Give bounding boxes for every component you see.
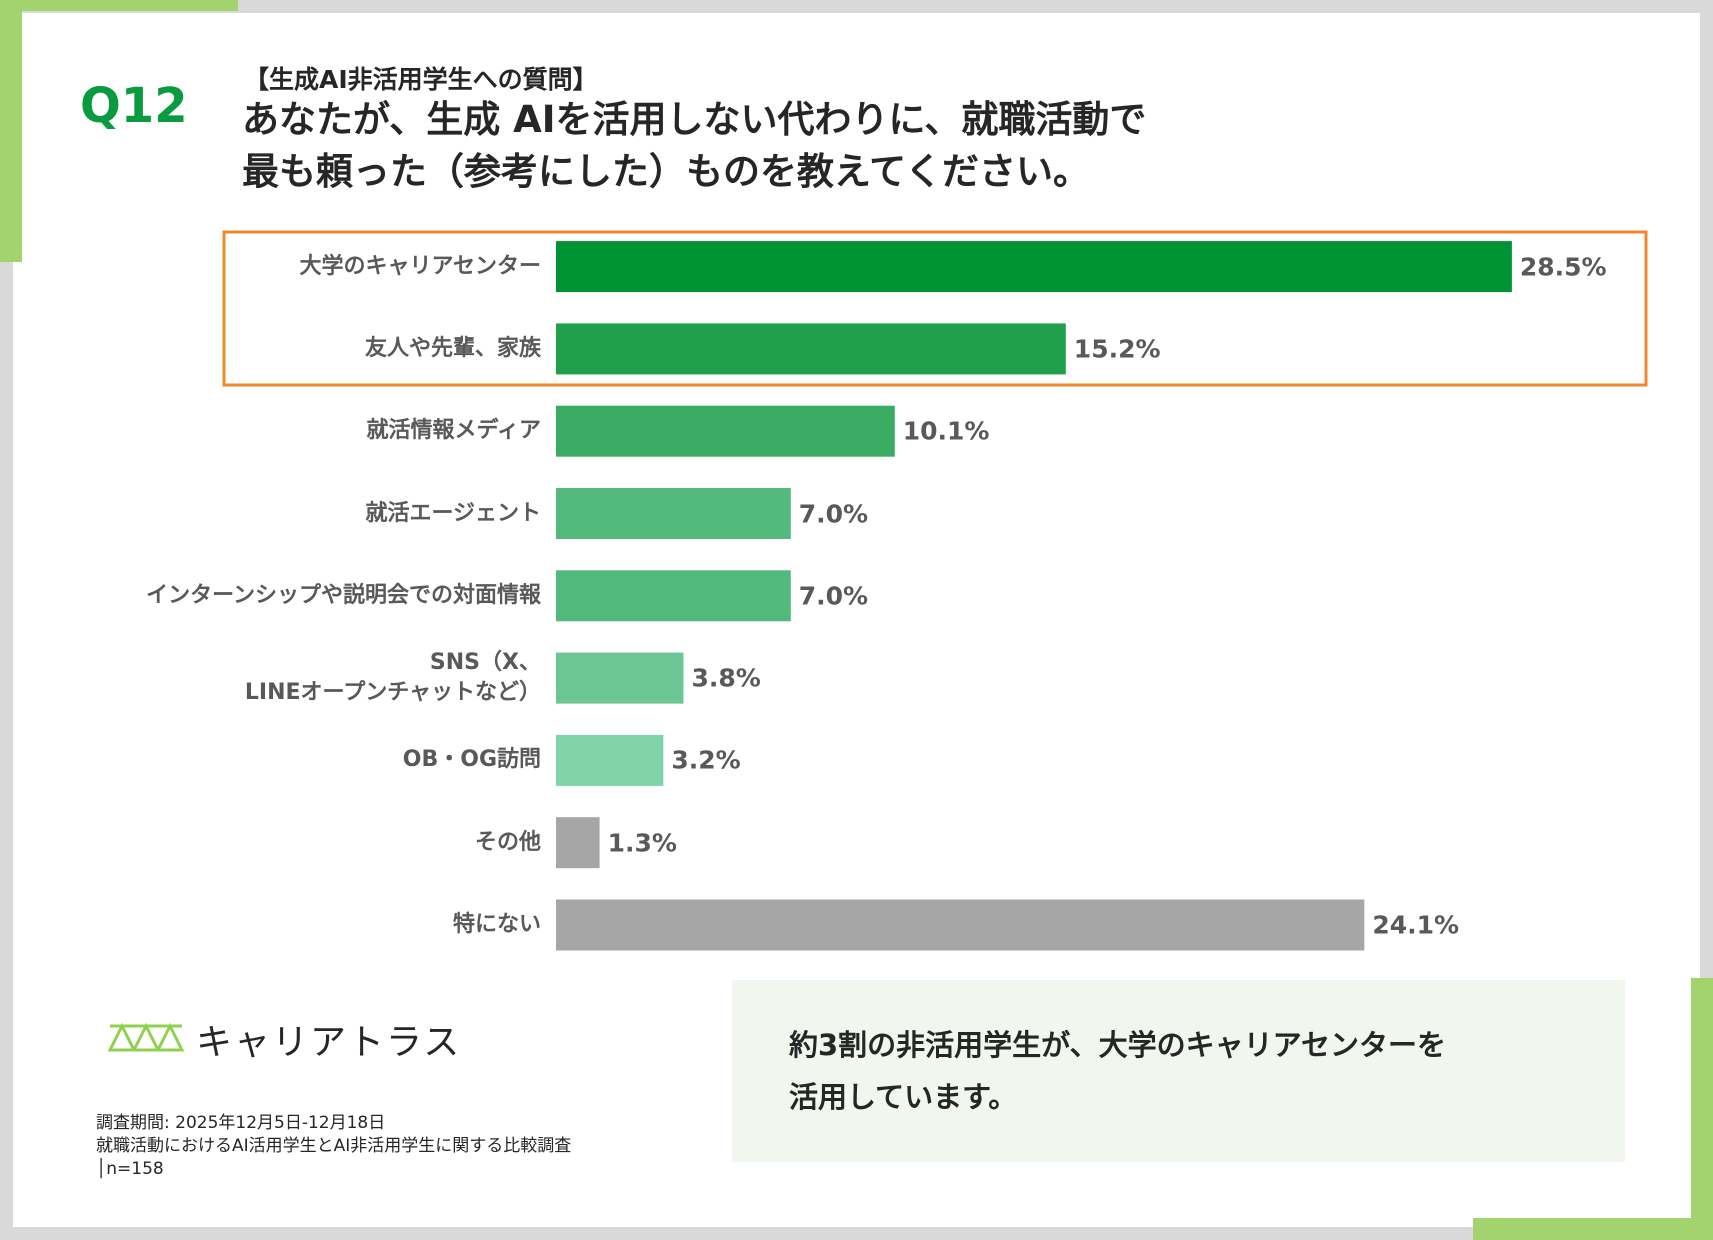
- callout-box: [732, 980, 1625, 1162]
- footnote-line: 就職活動におけるAI活用学生とAI非活用学生に関する比較調査: [96, 1136, 572, 1156]
- corner-accent: [0, 0, 22, 262]
- logo-icon: [108, 1022, 185, 1052]
- category-label: 大学のキャリアセンター: [299, 253, 541, 279]
- value-label: 24.1%: [1372, 910, 1460, 940]
- bar: [556, 323, 1066, 375]
- highlight-box: [222, 230, 1648, 387]
- value-label: 10.1%: [902, 416, 990, 446]
- footnote: 調査期間: 2025年12月5日-12月18日 就職活動におけるAI活用学生とA…: [96, 1112, 571, 1181]
- corner-accent: [1691, 978, 1713, 1240]
- logo-text: キャリアトラス: [196, 1022, 462, 1063]
- category-label: 就活情報メディア: [366, 418, 541, 444]
- bar: [556, 570, 791, 622]
- footnote-line: 調査期間: 2025年12月5日-12月18日: [96, 1113, 386, 1133]
- title: あなたが、生成 AIを活用しない代わりに、就職活動で 最も頼った（参考にした）も…: [242, 98, 1147, 193]
- value-label: 1.3%: [607, 828, 677, 858]
- bar: [556, 899, 1365, 951]
- subtitle: 【生成AI非活用学生への質問】: [244, 65, 598, 94]
- question-number: Q12: [80, 78, 188, 134]
- bar: [556, 405, 895, 457]
- value-label: 3.2%: [671, 745, 741, 775]
- category-label: インターンシップや説明会での対面情報: [146, 582, 541, 608]
- category-label: SNS（X、 LINEオープンチャットなど）: [244, 650, 541, 706]
- chart: [222, 230, 1648, 951]
- bar: [556, 241, 1512, 293]
- value-label: 15.2%: [1073, 334, 1161, 364]
- value-label: 7.0%: [798, 499, 869, 528]
- value-label: 7.0%: [798, 581, 869, 611]
- callout-text: 約3割の非活用学生が、大学のキャリアセンターを 活用しています。: [789, 1028, 1447, 1114]
- bar: [556, 488, 791, 539]
- value-label: 3.8%: [691, 663, 761, 693]
- category-label: OB・OG訪問: [402, 747, 541, 773]
- category-label: 就活エージェント: [365, 500, 541, 526]
- bar: [556, 734, 664, 786]
- corner-accent: [0, 0, 238, 11]
- category-label: 友人や先輩、家族: [364, 335, 541, 361]
- category-label: その他: [474, 829, 541, 855]
- bar: [556, 652, 684, 704]
- category-label: 特にない: [452, 912, 541, 937]
- value-label: 28.5%: [1519, 252, 1607, 282]
- corner-accent: [1473, 1218, 1713, 1240]
- footnote-line: │n=158: [96, 1159, 164, 1179]
- bar: [556, 817, 600, 869]
